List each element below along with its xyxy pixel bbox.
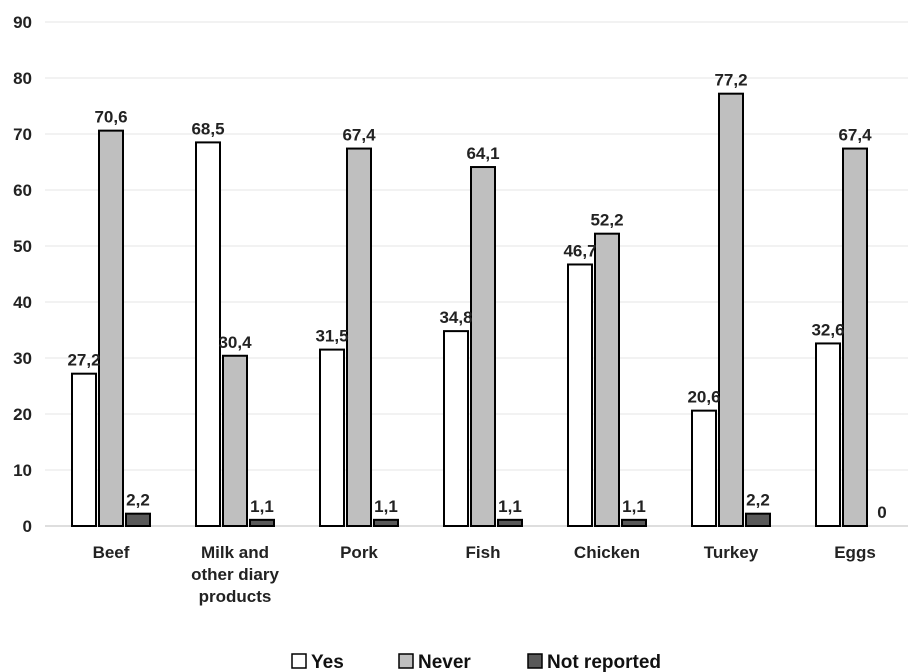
bar-not-reported [373,518,399,528]
data-label: 67,4 [838,126,872,145]
category-label: Eggs [834,543,876,562]
bar-never [98,129,124,527]
data-label: 27,2 [67,351,100,370]
bar-never [470,166,496,527]
bar-not-reported [621,518,647,528]
category-label-line: Milk and [201,543,269,562]
legend-label: Never [418,652,471,672]
bar-never [346,147,372,527]
legend-label: Yes [311,652,344,672]
category-label-line: Turkey [704,543,759,562]
data-label: 31,5 [315,327,348,346]
legend-swatch [527,653,543,669]
data-label: 1,1 [622,497,646,516]
bar-never [594,232,620,527]
data-label: 2,2 [126,491,150,510]
category-label-line: Fish [466,543,501,562]
bar-yes [71,372,97,527]
data-label: 67,4 [342,126,376,145]
y-tick-label: 80 [13,69,32,88]
data-label: 1,1 [250,497,274,516]
y-tick-label: 0 [23,517,32,536]
data-label: 1,1 [374,497,398,516]
y-tick-label: 40 [13,293,32,312]
data-label: 68,5 [191,119,224,138]
bar-yes [319,348,345,527]
category-label: Turkey [704,543,759,562]
category-label: Milk and other diary products [191,543,279,606]
category-label: Beef [93,543,130,562]
bar-yes [443,330,469,527]
bar-not-reported [745,512,771,527]
data-label: 77,2 [714,71,747,90]
data-label: 32,6 [811,320,844,339]
category-label-line: Beef [93,543,130,562]
data-label: 1,1 [498,497,522,516]
category-label: Chicken [574,543,640,562]
data-label: 20,6 [687,388,720,407]
y-tick-label: 20 [13,405,32,424]
y-tick-label: 10 [13,461,32,480]
bar-yes [195,141,221,527]
data-label: 70,6 [94,108,127,127]
bar-yes [691,409,717,528]
legend-swatch [398,653,414,669]
bar-yes [567,263,593,527]
category-label-line: products [199,587,272,606]
category-label-line: Chicken [574,543,640,562]
legend: Yes Never Not reported [291,652,661,672]
data-label: 52,2 [590,211,623,230]
category-label: Fish [466,543,501,562]
bar-yes [815,342,841,527]
data-label: 46,7 [563,241,596,260]
y-tick-label: 50 [13,237,32,256]
data-label: 34,8 [439,308,472,327]
y-tick-label: 70 [13,125,32,144]
bar-never [718,92,744,528]
y-tick-label: 90 [13,13,32,32]
x-axis-category-labels: Beef Milk and other diary products Pork Fish C… [93,543,876,606]
bar-never [842,147,868,527]
bar-not-reported [249,518,275,528]
bar-not-reported [497,518,523,528]
data-label: 30,4 [218,333,252,352]
data-label: 2,2 [746,491,770,510]
y-tick-label: 60 [13,181,32,200]
data-labels: 27,2 70,6 2,2 68,5 30,4 1,1 31,5 67,4 1,1 34,8 64,… [67,71,886,522]
legend-label: Not reported [547,652,661,672]
legend-swatch [291,653,307,669]
category-label-line: Pork [340,543,378,562]
category-label-line: other diary [191,565,279,584]
bar-not-reported [125,512,151,527]
category-label: Pork [340,543,378,562]
y-tick-label: 30 [13,349,32,368]
category-label-line: Eggs [834,543,876,562]
data-label: 64,1 [466,144,499,163]
bar-never [222,354,248,528]
y-axis-tick-labels: 0 10 20 30 40 50 60 70 80 90 [13,13,32,536]
data-label: 0 [877,503,886,522]
bars [71,92,868,528]
